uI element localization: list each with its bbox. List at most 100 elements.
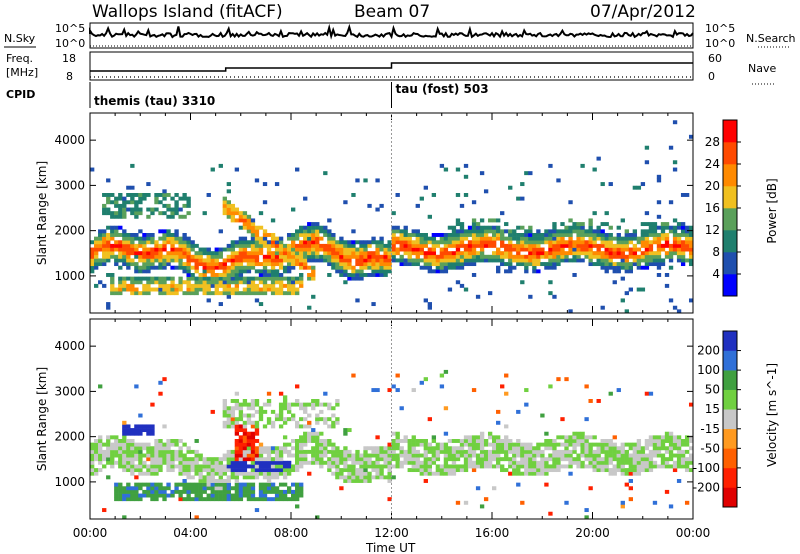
- heatmap-cell: [323, 453, 328, 458]
- heatmap-cell: [604, 251, 609, 256]
- heatmap-cell: [479, 240, 485, 245]
- heatmap-cell: [455, 254, 461, 259]
- heatmap-cell: [250, 258, 256, 263]
- heatmap-cell: [492, 486, 497, 491]
- heatmap-cell: [600, 229, 605, 234]
- heatmap-cell: [242, 243, 248, 248]
- heatmap-cell: [648, 229, 654, 234]
- heatmap-cell: [98, 262, 103, 267]
- heatmap-cell: [110, 193, 115, 197]
- heatmap-cell: [335, 254, 340, 259]
- heatmap-cell: [459, 251, 465, 256]
- heatmap-cell: [475, 435, 481, 440]
- x-axis-label: Time UT: [365, 541, 416, 554]
- heatmap-cell: [106, 233, 111, 237]
- heatmap-cell: [226, 453, 231, 458]
- heatmap-cell: [327, 402, 332, 407]
- heatmap-cell: [238, 254, 244, 259]
- heatmap-cell: [359, 464, 364, 469]
- heatmap-cell: [118, 247, 123, 252]
- heatmap-cell: [608, 265, 613, 270]
- heatmap-cell: [295, 399, 300, 403]
- heatmap-cell: [106, 254, 111, 259]
- heatmap-cell: [222, 211, 227, 216]
- heatmap-cell: [186, 283, 191, 288]
- heatmap-cell: [355, 269, 360, 274]
- heatmap-cell: [644, 439, 650, 443]
- heatmap-cell: [130, 276, 135, 281]
- heatmap-cell: [262, 258, 268, 263]
- heatmap-cell: [118, 449, 123, 454]
- heatmap-cell: [122, 424, 127, 429]
- heatmap-cell: [564, 377, 569, 382]
- heatmap-cell: [222, 409, 227, 414]
- heatmap-cell: [118, 486, 123, 491]
- heatmap-cell: [644, 240, 650, 245]
- heatmap-cell: [387, 457, 392, 462]
- heatmap-cell: [415, 453, 420, 458]
- heatmap-cell: [238, 446, 244, 451]
- heatmap-cell: [395, 431, 400, 436]
- heatmap-cell: [295, 457, 300, 462]
- heatmap-cell: [323, 446, 328, 451]
- heatmap-cell: [548, 280, 553, 285]
- heatmap-cell: [632, 229, 638, 234]
- heatmap-cell: [375, 247, 380, 252]
- heatmap-cell: [379, 475, 384, 480]
- heatmap-cell: [560, 442, 565, 447]
- heatmap-cell: [242, 482, 248, 487]
- heatmap-cell: [568, 218, 573, 223]
- heatmap-cell: [632, 258, 638, 263]
- heatmap-cell: [479, 247, 485, 252]
- heatmap-cell: [262, 182, 268, 187]
- heatmap-cell: [479, 449, 485, 454]
- heatmap-cell: [210, 280, 215, 285]
- heatmap-cell: [600, 446, 605, 451]
- heatmap-cell: [504, 442, 509, 447]
- heatmap-cell: [286, 460, 292, 465]
- power-heatmap: [90, 120, 694, 314]
- heatmap-cell: [455, 218, 461, 223]
- heatmap-cell: [270, 273, 276, 277]
- heatmap-cell: [307, 233, 312, 237]
- heatmap-cell: [600, 468, 605, 473]
- heatmap-cell: [234, 406, 240, 411]
- heatmap-cell: [90, 468, 95, 473]
- heatmap-cell: [102, 464, 107, 469]
- heatmap-cell: [282, 449, 288, 454]
- heatmap-cell: [126, 243, 131, 248]
- heatmap-cell: [258, 417, 264, 422]
- heatmap-cell: [150, 265, 155, 270]
- heatmap-cell: [596, 247, 601, 252]
- heatmap-cell: [427, 240, 432, 245]
- heatmap-cell: [230, 214, 236, 219]
- heatmap-cell: [274, 417, 280, 422]
- heatmap-cell: [126, 442, 131, 447]
- heatmap-cell: [274, 457, 280, 462]
- heatmap-cell: [282, 468, 288, 473]
- heatmap-cell: [564, 439, 569, 443]
- heatmap-cell: [226, 420, 231, 425]
- heatmap-cell: [487, 225, 493, 230]
- heatmap-cell: [114, 203, 119, 208]
- heatmap-cell: [254, 420, 260, 425]
- heatmap-cell: [226, 464, 231, 469]
- heatmap-cell: [266, 468, 272, 473]
- heatmap-cell: [584, 515, 589, 520]
- heatmap-cell: [379, 446, 384, 451]
- heatmap-cell: [246, 406, 252, 411]
- heatmap-cell: [516, 251, 521, 256]
- heatmap-cell: [652, 233, 658, 237]
- heatmap-cell: [395, 457, 400, 462]
- heatmap-cell: [206, 291, 211, 296]
- heatmap-cell: [126, 486, 131, 491]
- heatmap-cell: [110, 453, 115, 458]
- heatmap-cell: [508, 240, 513, 245]
- heatmap-cell: [194, 262, 199, 267]
- heatmap-cell: [508, 262, 513, 267]
- heatmap-cell: [411, 240, 416, 245]
- heatmap-cell: [234, 449, 240, 454]
- heatmap-cell: [186, 200, 191, 205]
- heatmap-cell: [351, 471, 356, 476]
- heatmap-cell: [536, 269, 541, 274]
